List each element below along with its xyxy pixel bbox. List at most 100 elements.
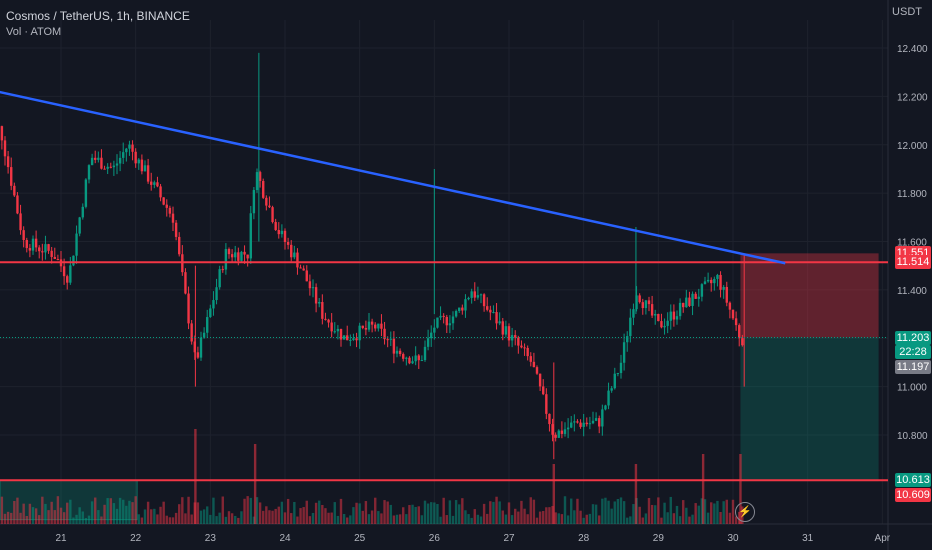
volume-bar	[333, 502, 336, 524]
candle-body	[414, 355, 417, 362]
volume-bar	[255, 497, 259, 524]
volume-bar	[150, 509, 153, 524]
candle-body	[274, 222, 277, 230]
candle-body	[476, 295, 480, 298]
volume-bar	[473, 509, 476, 524]
volume-bar	[302, 507, 305, 524]
candle-body	[109, 166, 112, 168]
candle-body	[479, 294, 483, 296]
candle-body	[554, 434, 557, 438]
candle-body	[669, 311, 672, 321]
volume-bar	[249, 497, 252, 524]
symbol-title[interactable]: Cosmos / TetherUS, 1h, BINANCE	[6, 9, 190, 23]
volume-bar	[342, 513, 346, 524]
price-tag: 11.203	[895, 330, 931, 345]
candle-body	[352, 338, 355, 340]
volume-bar	[258, 502, 262, 524]
volume-bar	[339, 498, 343, 524]
volume-bar	[299, 508, 302, 524]
volume-bar	[579, 510, 582, 524]
volume-bar	[140, 517, 144, 524]
candle-body	[594, 418, 598, 421]
candle-body	[638, 295, 641, 303]
volume-bar	[464, 510, 467, 524]
volume-bar	[296, 516, 299, 524]
candle-body	[604, 405, 607, 410]
volume-bar	[84, 517, 88, 524]
volume-bar	[327, 512, 330, 524]
candle-body	[563, 429, 567, 434]
candle-body	[184, 272, 187, 294]
volume-bar	[224, 516, 228, 524]
candle-body	[190, 323, 193, 342]
volume-bar	[349, 515, 352, 524]
volume-bar	[134, 496, 137, 524]
volume-bar	[467, 514, 470, 524]
volume-bar	[178, 504, 181, 524]
volume-bar	[165, 515, 168, 524]
volume-bar	[495, 496, 498, 524]
candle-body	[364, 327, 368, 330]
volume-bar	[122, 499, 125, 524]
volume-bar	[293, 501, 296, 524]
candle-body	[202, 332, 206, 338]
candle-body	[118, 157, 122, 164]
volume-bar	[716, 500, 719, 524]
candle-body	[591, 420, 595, 424]
candle-body	[296, 252, 299, 268]
volume-bar	[725, 499, 728, 524]
volume-bar	[529, 497, 532, 524]
volume-bar	[582, 517, 585, 524]
volume-bar	[594, 504, 598, 524]
candle-body	[53, 256, 56, 259]
candle-body	[44, 244, 47, 253]
volume-bar	[346, 517, 349, 524]
candle-body	[517, 337, 520, 346]
volume-bar	[632, 504, 635, 524]
time-tick-label: 28	[578, 533, 590, 544]
candle-body	[156, 182, 159, 187]
candle-body	[632, 309, 635, 318]
volume-bar	[504, 514, 508, 524]
volume-bar	[585, 514, 588, 524]
volume-bar	[672, 513, 676, 524]
volume-bar	[706, 512, 710, 524]
volume-bar	[286, 498, 290, 524]
candle-body	[125, 148, 128, 153]
volume-bar	[510, 515, 514, 524]
candle-body	[19, 213, 22, 231]
candle-body	[682, 302, 685, 308]
volume-bar	[19, 512, 22, 524]
candle-body	[529, 356, 532, 362]
volume-bar	[181, 497, 184, 524]
candle-body	[38, 247, 41, 252]
candle-body	[660, 321, 663, 328]
volume-bar	[607, 500, 610, 524]
volume-bar	[442, 497, 445, 524]
volume-bar	[184, 513, 187, 524]
volume-bar	[601, 498, 604, 524]
volume-bar	[41, 496, 44, 524]
volume-bar	[87, 515, 91, 524]
candle-body	[691, 293, 694, 306]
volume-bar	[629, 516, 632, 524]
candle-body	[293, 252, 296, 258]
volume-bar	[305, 500, 308, 524]
candle-body	[268, 205, 271, 208]
candle-body	[389, 338, 392, 340]
volume-legend[interactable]: Vol · ATOM	[6, 26, 62, 38]
candle-body	[361, 325, 364, 328]
candle-body	[112, 165, 116, 168]
volume-bar	[190, 514, 193, 524]
candle-body	[100, 157, 103, 169]
candle-body	[255, 172, 259, 191]
candle-body	[75, 233, 78, 256]
candle-body	[566, 427, 570, 430]
volume-bar	[290, 513, 293, 524]
volume-bar	[168, 517, 172, 524]
price-tick-label: 11.400	[897, 286, 927, 297]
candle-body	[218, 269, 221, 288]
lightning-icon[interactable]: ⚡	[735, 502, 755, 522]
